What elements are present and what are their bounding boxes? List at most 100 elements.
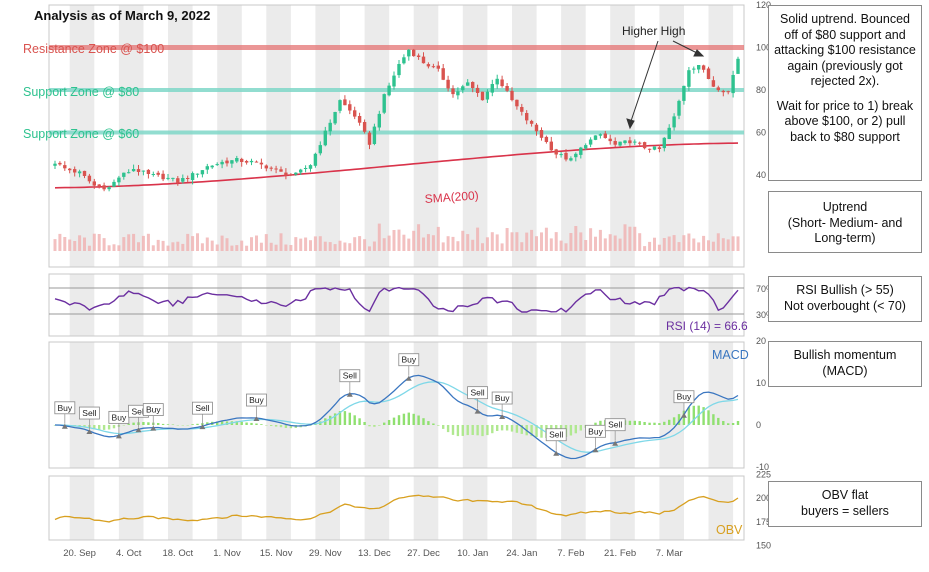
- week-band: [610, 342, 635, 468]
- price-tick: 40: [756, 170, 766, 180]
- volume-bar: [402, 234, 406, 251]
- candle: [436, 61, 440, 72]
- volume-bar: [259, 242, 263, 251]
- candle: [107, 186, 111, 192]
- candle: [303, 165, 308, 173]
- price-tick: 100: [756, 43, 771, 53]
- volume-bar: [736, 236, 740, 251]
- candle: [367, 131, 372, 150]
- week-band: [266, 476, 291, 540]
- svg-text:Buy: Buy: [146, 405, 161, 415]
- histogram-bar: [579, 425, 582, 431]
- histogram-bar: [535, 425, 538, 437]
- volume-bar: [161, 240, 165, 251]
- histogram-bar: [348, 412, 351, 425]
- histogram-bar: [633, 420, 636, 425]
- histogram-bar: [240, 421, 243, 425]
- histogram-bar: [510, 425, 514, 432]
- panel-frames: [48, 4, 745, 541]
- volume-bar: [417, 224, 421, 251]
- histogram-bar: [186, 425, 189, 426]
- volume-bar: [176, 241, 180, 251]
- histogram-bar: [127, 423, 130, 425]
- volume-bar: [220, 235, 224, 251]
- histogram-bar: [338, 411, 342, 425]
- candle: [127, 169, 131, 174]
- svg-text:Sell: Sell: [608, 420, 622, 430]
- volume-bar: [461, 230, 465, 251]
- arrow-head-1: [626, 118, 635, 130]
- buy-signal: Buy: [142, 403, 164, 431]
- volume-bar: [151, 245, 155, 251]
- volume-bar: [726, 239, 730, 251]
- obv-tick: 225: [756, 469, 771, 479]
- volume-bar: [68, 239, 72, 251]
- volume-bar: [490, 232, 494, 251]
- candle: [466, 79, 470, 86]
- week-band: [561, 476, 586, 540]
- week-band: [315, 5, 340, 267]
- obv-tick: 200: [756, 493, 771, 503]
- candle: [338, 99, 342, 114]
- arrow-line-1: [629, 40, 659, 125]
- volume-bar: [112, 244, 116, 251]
- candle: [544, 135, 549, 144]
- x-tick: 7. Feb: [557, 548, 584, 559]
- volume-bar: [304, 237, 308, 251]
- volume-bar: [299, 238, 303, 251]
- volume-bar: [372, 241, 376, 251]
- candle: [495, 74, 499, 89]
- volume-bar: [540, 232, 543, 251]
- histogram-bar: [343, 411, 347, 425]
- volume-bar: [559, 240, 563, 251]
- candle: [416, 53, 421, 60]
- volume-bar: [485, 237, 489, 251]
- volume-bar: [594, 236, 597, 251]
- obv-note: OBV flat buyers = sellers: [768, 481, 922, 527]
- histogram-bar: [707, 410, 710, 425]
- volume-bar: [692, 238, 696, 251]
- histogram-bar: [383, 422, 386, 425]
- histogram-bar: [500, 425, 504, 431]
- candle: [534, 123, 539, 136]
- histogram-bar: [717, 417, 720, 425]
- histogram-bar: [628, 420, 632, 425]
- histogram-bar: [442, 425, 445, 429]
- histogram-bar: [427, 421, 430, 425]
- histogram-bar: [358, 418, 361, 425]
- candle: [731, 70, 735, 98]
- candle: [392, 71, 396, 90]
- svg-text:Sell: Sell: [131, 406, 145, 416]
- week-band: [168, 476, 193, 540]
- rsi-tick-70: 70%: [756, 284, 774, 294]
- buy-signal: Buy: [398, 353, 420, 381]
- volume-bar: [672, 235, 676, 251]
- histogram-bar: [255, 423, 258, 425]
- week-band: [561, 342, 586, 468]
- candle: [480, 91, 485, 101]
- sell-signal: Sell: [339, 369, 361, 397]
- candle: [706, 66, 711, 80]
- sell-signal: Sell: [467, 386, 488, 414]
- histogram-bar: [166, 424, 170, 425]
- volume-bar: [530, 229, 534, 251]
- candle: [662, 137, 666, 152]
- histogram-bar: [363, 422, 366, 425]
- histogram-bar: [161, 423, 165, 425]
- x-tick: 20. Sep: [63, 548, 96, 559]
- volume-bar: [284, 244, 288, 251]
- candle: [402, 54, 406, 65]
- histogram-bar: [471, 425, 474, 435]
- candle: [220, 159, 224, 169]
- candle: [647, 148, 652, 153]
- volume-bar: [603, 238, 607, 251]
- candle: [131, 164, 136, 172]
- candle: [638, 141, 642, 147]
- histogram-bar: [157, 423, 160, 425]
- histogram-bar: [643, 422, 646, 425]
- candle: [63, 161, 67, 171]
- histogram-bar: [181, 425, 184, 426]
- support-60-label: Support Zone @ $60: [23, 127, 139, 141]
- candle: [593, 135, 598, 141]
